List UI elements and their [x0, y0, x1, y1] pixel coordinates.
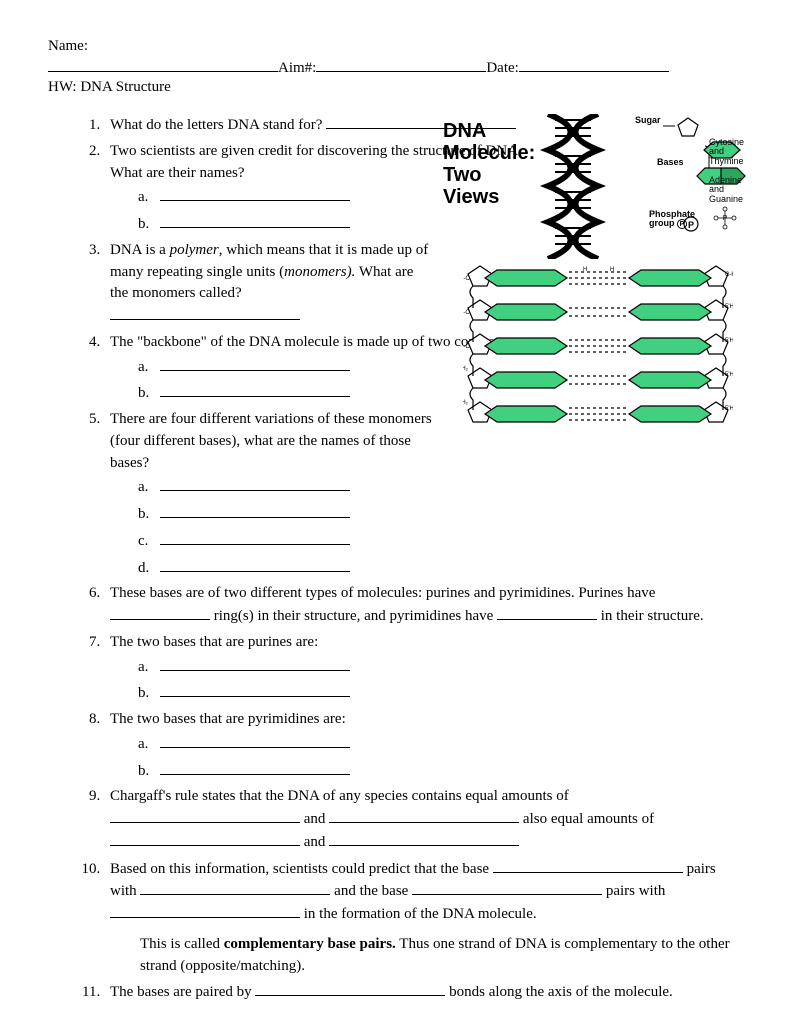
- q5: There are four different variations of t…: [104, 409, 743, 579]
- q4: The "backbone" of the DNA molecule is ma…: [104, 332, 743, 405]
- q11: The bases are paired by bonds along the …: [104, 981, 743, 1004]
- aim-label: Aim#:: [278, 60, 316, 76]
- content: DNA Molecule: Two Views: [48, 114, 743, 1004]
- q8-a-blank[interactable]: [160, 733, 350, 748]
- q9-blank1[interactable]: [110, 808, 300, 823]
- q6-blank1[interactable]: [110, 605, 210, 620]
- q9-blank3[interactable]: [110, 831, 300, 846]
- q8-text: The two bases that are pyrimidines are:: [110, 711, 346, 727]
- q9: Chargaff's rule states that the DNA of a…: [104, 786, 743, 853]
- date-blank[interactable]: [519, 57, 669, 72]
- q7-text: The two bases that are purines are:: [110, 634, 318, 650]
- q4-a-label: a.: [138, 357, 156, 379]
- q4-b-blank[interactable]: [160, 382, 350, 397]
- q2-text-b: What are their names?: [110, 165, 245, 181]
- q11-blank[interactable]: [255, 981, 445, 996]
- q9-blank4[interactable]: [329, 831, 519, 846]
- q4-b-label: b.: [138, 383, 156, 405]
- q6-c: in their structure.: [597, 608, 704, 624]
- q7-a-blank[interactable]: [160, 656, 350, 671]
- q5-c-label: c.: [138, 531, 156, 553]
- q2: Two scientists are given credit for disc…: [104, 141, 743, 236]
- q8-b-label: b.: [138, 761, 156, 783]
- q7-b-blank[interactable]: [160, 682, 350, 697]
- q11-a: The bases are paired by: [110, 984, 255, 1000]
- q10-g: This is called: [140, 936, 224, 952]
- q9-c: also equal amounts of: [519, 811, 654, 827]
- q1: What do the letters DNA stand for?: [104, 114, 743, 137]
- q6-b: ring(s) in their structure, and pyrimidi…: [210, 608, 497, 624]
- q5-a-blank[interactable]: [160, 476, 350, 491]
- q2-b-blank[interactable]: [160, 213, 350, 228]
- q10-blank4[interactable]: [110, 903, 300, 918]
- q2-text-a: Two scientists are given credit for disc…: [110, 143, 522, 159]
- hw-label: HW: DNA Structure: [48, 79, 171, 95]
- q9-a: Chargaff's rule states that the DNA of a…: [110, 788, 569, 804]
- q10-blank3[interactable]: [412, 880, 602, 895]
- q3-b: polymer: [170, 242, 219, 258]
- q1-text: What do the letters DNA stand for?: [110, 117, 322, 133]
- q6-a: These bases are of two different types o…: [110, 585, 655, 601]
- q10-e: pairs with: [602, 883, 665, 899]
- q2-a-label: a.: [138, 187, 156, 209]
- q4-a-blank[interactable]: [160, 356, 350, 371]
- name-blank[interactable]: [48, 57, 278, 72]
- aim-date-line: Aim#: Date:: [48, 57, 743, 77]
- q6: These bases are of two different types o…: [104, 583, 743, 628]
- q5-b-blank[interactable]: [160, 503, 350, 518]
- name-label: Name:: [48, 38, 88, 54]
- q7-a-label: a.: [138, 657, 156, 679]
- q10-h: complementary base pairs.: [224, 936, 396, 952]
- q5-a: There are four different variations of t…: [110, 411, 432, 427]
- q8-a-label: a.: [138, 734, 156, 756]
- name-line: Name:: [48, 38, 743, 55]
- q9-d: and: [300, 834, 329, 850]
- q10: Based on this information, scientists co…: [104, 858, 743, 978]
- date-label: Date:: [486, 60, 518, 76]
- q10-d: and the base: [330, 883, 412, 899]
- q2-a-blank[interactable]: [160, 186, 350, 201]
- q10-a: Based on this information, scientists co…: [110, 861, 493, 877]
- q5-b-label: b.: [138, 504, 156, 526]
- q5-d-label: d.: [138, 558, 156, 580]
- q10-c: with: [110, 883, 140, 899]
- q7-b-label: b.: [138, 683, 156, 705]
- q8: The two bases that are pyrimidines are: …: [104, 709, 743, 782]
- q8-b-blank[interactable]: [160, 760, 350, 775]
- q5-a-label: a.: [138, 477, 156, 499]
- q7: The two bases that are purines are: a. b…: [104, 632, 743, 705]
- q3-blank[interactable]: [110, 305, 300, 320]
- q3-d: monomers).: [284, 264, 355, 280]
- q1-blank[interactable]: [326, 114, 516, 129]
- q10-blank1[interactable]: [493, 858, 683, 873]
- q9-blank2[interactable]: [329, 808, 519, 823]
- q10-f: in the formation of the DNA molecule.: [300, 906, 537, 922]
- q10-b: pairs: [683, 861, 716, 877]
- worksheet-page: Name: Aim#: Date: HW: DNA Structure DNA M…: [0, 0, 791, 1024]
- q4-text: The "backbone" of the DNA molecule is ma…: [110, 334, 531, 350]
- q3: DNA is a polymer, which means that it is…: [104, 240, 743, 328]
- q5-c-blank[interactable]: [160, 530, 350, 545]
- question-list: What do the letters DNA stand for? Two s…: [48, 114, 743, 1004]
- q9-b: and: [300, 811, 329, 827]
- q6-blank2[interactable]: [497, 605, 597, 620]
- q2-b-label: b.: [138, 214, 156, 236]
- q3-a: DNA is a: [110, 242, 170, 258]
- q11-b: bonds along the axis of the molecule.: [445, 984, 672, 1000]
- aim-blank[interactable]: [316, 57, 486, 72]
- q5-d-blank[interactable]: [160, 557, 350, 572]
- hw-line: HW: DNA Structure: [48, 79, 743, 96]
- q10-blank2[interactable]: [140, 880, 330, 895]
- q5-b: (four different bases), what are the nam…: [110, 433, 411, 471]
